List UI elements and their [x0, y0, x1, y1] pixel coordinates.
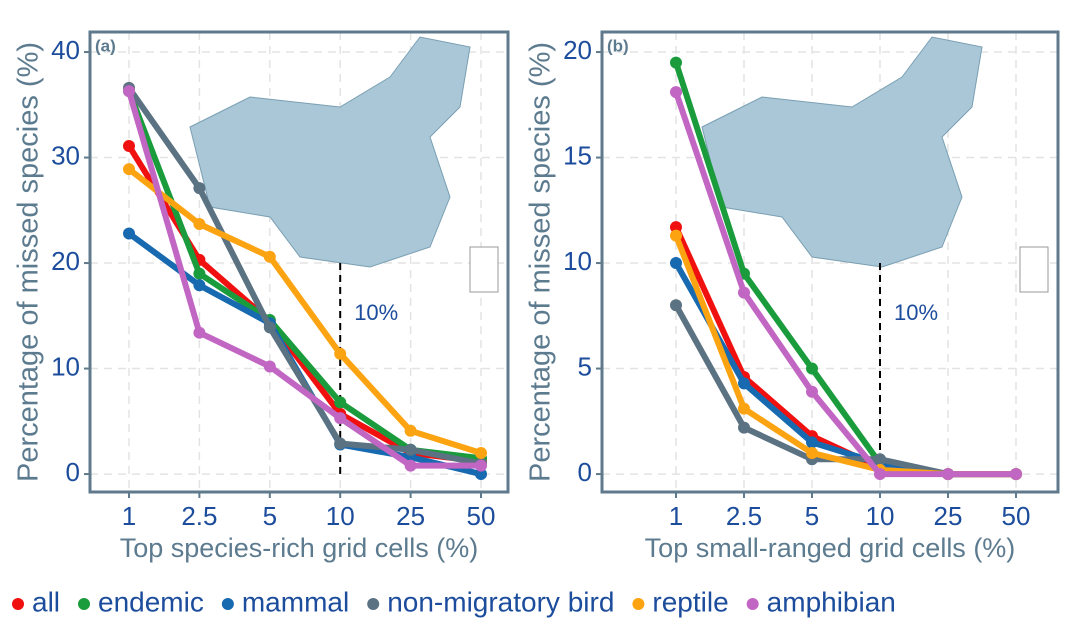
legend-label: all — [32, 586, 60, 617]
data-point — [193, 327, 205, 339]
y-tick-label: 40 — [51, 35, 80, 65]
data-point — [806, 386, 818, 398]
data-point — [193, 218, 205, 230]
data-point — [264, 321, 276, 333]
x-tick-label: 10 — [866, 501, 895, 531]
data-point — [475, 447, 487, 459]
x-tick-label: 1 — [669, 501, 683, 531]
x-tick-label: 1 — [122, 501, 136, 531]
data-point — [334, 396, 346, 408]
legend-marker — [632, 598, 644, 610]
x-tick-label: 25 — [934, 501, 963, 531]
legend-marker — [78, 598, 90, 610]
data-point — [738, 377, 750, 389]
panel-label: (b) — [607, 36, 629, 55]
data-point — [405, 425, 417, 437]
data-point — [123, 140, 135, 152]
x-tick-label: 10 — [326, 501, 355, 531]
y-tick-label: 30 — [51, 140, 80, 170]
legend-label: endemic — [98, 586, 204, 617]
data-point — [670, 230, 682, 242]
data-point — [670, 257, 682, 269]
x-tick-label: 2.5 — [181, 501, 217, 531]
data-point — [738, 287, 750, 299]
data-point — [874, 453, 886, 465]
data-point — [334, 437, 346, 449]
legend-marker — [12, 598, 24, 610]
data-point — [806, 436, 818, 448]
data-point — [193, 268, 205, 280]
data-point — [670, 86, 682, 98]
legend-marker — [747, 598, 759, 610]
legend-label: amphibian — [767, 586, 896, 617]
data-point — [193, 182, 205, 194]
y-tick-label: 15 — [563, 140, 592, 170]
figure: 10%(a)01020304012.55102550Top species-ri… — [0, 0, 1077, 622]
data-point — [475, 460, 487, 472]
data-point — [264, 251, 276, 263]
data-point — [405, 460, 417, 472]
x-tick-label: 50 — [1002, 501, 1031, 531]
data-point — [1010, 468, 1022, 480]
data-point — [334, 348, 346, 360]
y-tick-label: 0 — [66, 457, 80, 487]
x-tick-label: 2.5 — [726, 501, 762, 531]
data-point — [670, 57, 682, 69]
data-point — [942, 468, 954, 480]
map-inset — [1020, 247, 1048, 292]
data-point — [670, 299, 682, 311]
legend-label: non-migratory bird — [387, 586, 614, 617]
y-tick-label: 20 — [51, 246, 80, 276]
data-point — [123, 85, 135, 97]
data-point — [738, 422, 750, 434]
data-point — [123, 228, 135, 240]
data-point — [806, 447, 818, 459]
x-tick-label: 5 — [263, 501, 277, 531]
data-point — [738, 403, 750, 415]
annotation: 10% — [894, 300, 938, 325]
data-point — [806, 363, 818, 375]
x-axis-label: Top species-rich grid cells (%) — [120, 533, 479, 563]
legend-label: reptile — [652, 586, 728, 617]
x-tick-label: 5 — [805, 501, 819, 531]
y-tick-label: 20 — [563, 35, 592, 65]
y-axis-label: Percentage of missed species (%) — [525, 42, 557, 482]
legend-label: mammal — [242, 586, 349, 617]
x-tick-label: 50 — [467, 501, 496, 531]
data-point — [874, 468, 886, 480]
legend-marker — [367, 598, 379, 610]
data-point — [123, 163, 135, 175]
y-tick-label: 5 — [578, 351, 592, 381]
data-point — [334, 412, 346, 424]
x-tick-label: 25 — [396, 501, 425, 531]
data-point — [193, 279, 205, 291]
data-point — [264, 360, 276, 372]
y-tick-label: 10 — [51, 351, 80, 381]
panel-label: (a) — [95, 36, 116, 55]
annotation: 10% — [354, 300, 398, 325]
map-inset — [470, 247, 498, 292]
x-axis-label: Top small-ranged grid cells (%) — [645, 533, 1016, 563]
data-point — [405, 444, 417, 456]
legend-marker — [222, 598, 234, 610]
y-axis-label: Percentage of missed species (%) — [13, 42, 45, 482]
y-tick-label: 10 — [563, 246, 592, 276]
y-tick-label: 0 — [578, 457, 592, 487]
